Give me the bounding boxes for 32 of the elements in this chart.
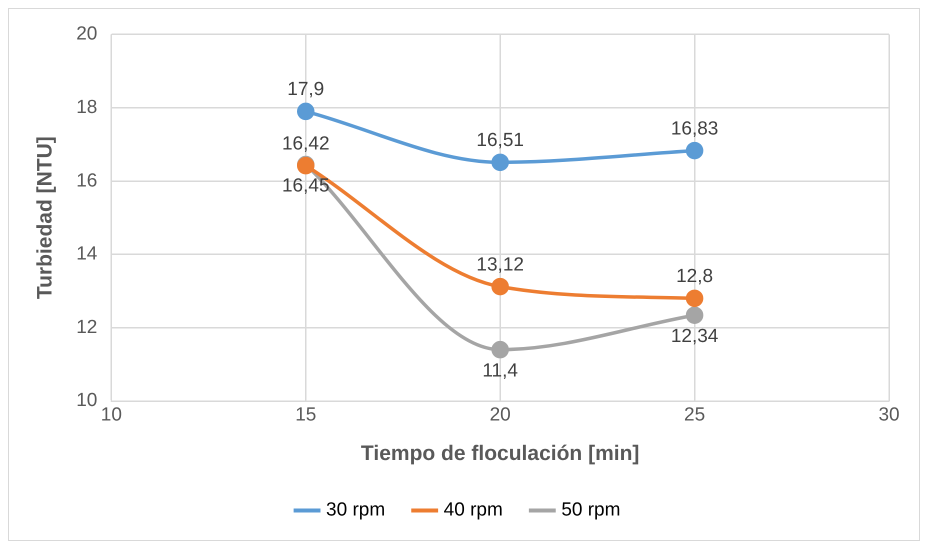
legend-label: 40 rpm — [444, 500, 503, 521]
point — [686, 290, 704, 308]
legend-label: 30 rpm — [326, 500, 386, 521]
x-tick-label: 20 — [490, 404, 511, 426]
x-tick-label: 30 — [878, 404, 900, 426]
y-tick-label: 16 — [76, 170, 98, 192]
y-tick-label: 12 — [76, 316, 98, 338]
data-label: 16,51 — [476, 130, 524, 152]
x-tick-label: 10 — [100, 404, 122, 426]
point — [491, 278, 509, 296]
data-label: 11,4 — [482, 360, 518, 382]
data-label: 13,12 — [476, 254, 524, 276]
data-label: 16,42 — [282, 133, 330, 154]
y-tick-label: 20 — [76, 24, 98, 45]
legend-label: 50 rpm — [561, 500, 620, 521]
x-tick-label: 15 — [295, 404, 316, 426]
data-label: 16,83 — [670, 118, 718, 140]
y-tick-label: 14 — [76, 244, 98, 265]
data-label: 12,8 — [676, 266, 714, 288]
data-label: 17,9 — [287, 79, 324, 100]
data-label: 16,45 — [282, 175, 330, 196]
y-tick-label: 10 — [76, 390, 98, 412]
point — [686, 142, 704, 160]
point — [491, 154, 509, 172]
y-axis-title: Turbiedad [NTU] — [33, 136, 56, 300]
y-tick-label: 18 — [76, 96, 98, 118]
data-label: 12,34 — [670, 326, 719, 347]
point — [686, 306, 704, 324]
point — [491, 340, 509, 358]
point — [297, 102, 314, 120]
x-tick-label: 25 — [684, 404, 706, 426]
x-axis-title: Tiempo de floculación [min] — [360, 442, 640, 466]
